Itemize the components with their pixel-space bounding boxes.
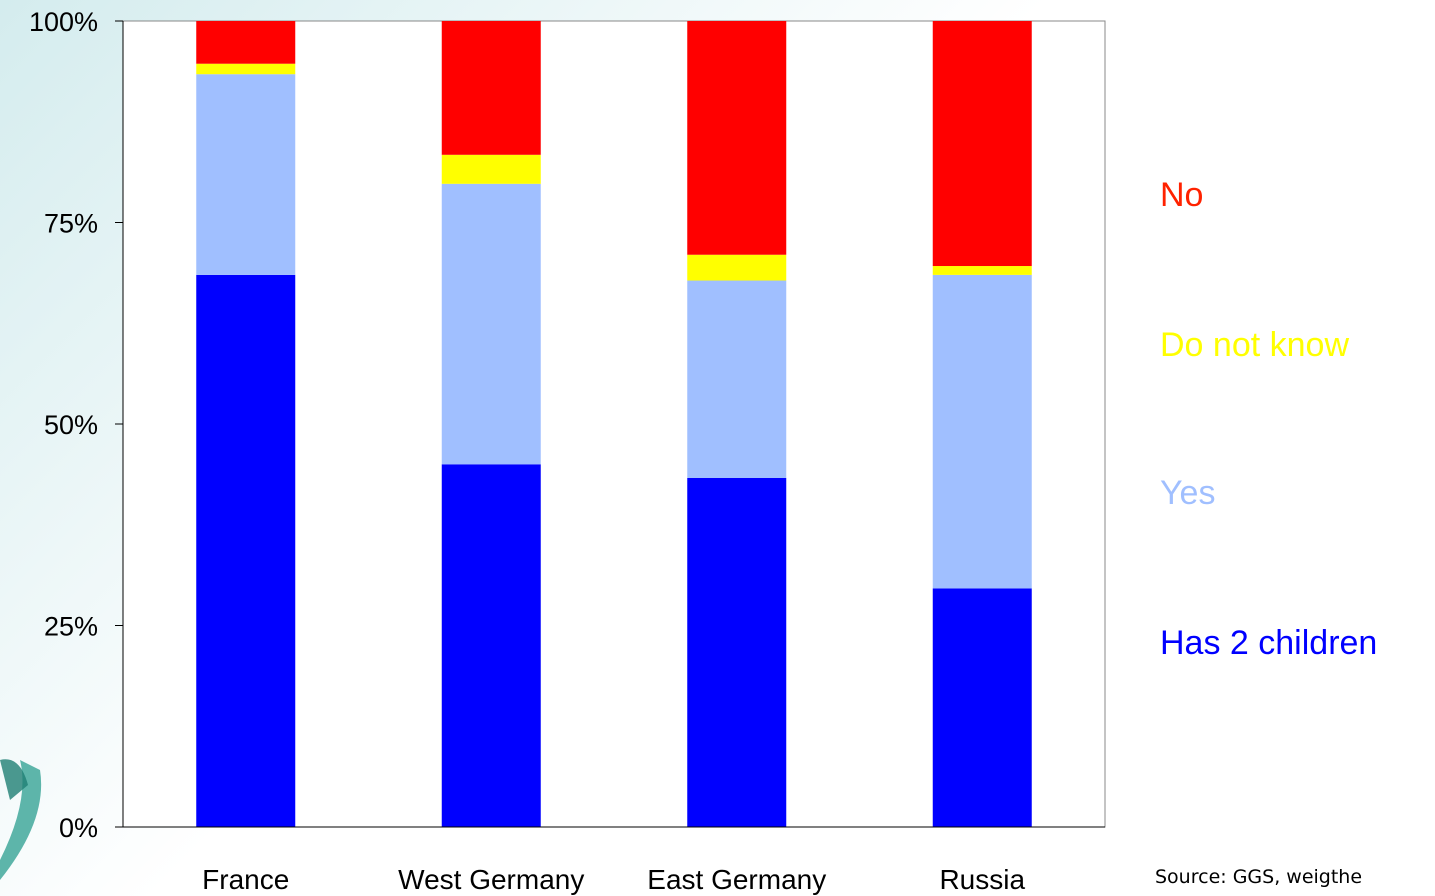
bar-segment-russia-has-2-children (932, 588, 1032, 827)
bar-segment-west-germany-has-2-children (441, 464, 541, 827)
legend-item-do-not-know: Do not know (1160, 326, 1349, 365)
source-note: Source: GGS, weigthe (1155, 866, 1363, 888)
legend-label-no: No (1160, 176, 1204, 214)
legend-item-yes: Yes (1160, 474, 1215, 513)
legend-label-has-2-children: Has 2 children (1160, 624, 1378, 662)
category-label: East Germany (647, 864, 826, 895)
category-label: France (202, 864, 289, 895)
logo-swoosh-shape (0, 760, 42, 880)
bar-segment-east-germany-yes (687, 280, 787, 479)
bar-segment-east-germany-do-not-know (687, 254, 787, 281)
legend-item-has-2-children: Has 2 children (1160, 624, 1377, 663)
logo-arc-shape (0, 759, 28, 800)
bar-segment-france-do-not-know (196, 63, 296, 75)
y-tick-label: 100% (29, 7, 98, 37)
category-label: West Germany (398, 864, 584, 895)
bar-segment-russia-yes (932, 274, 1032, 589)
bar-segment-west-germany-do-not-know (441, 154, 541, 184)
y-tick-label: 50% (44, 410, 98, 440)
legend-label-do-not-know: Do not know (1160, 326, 1349, 364)
y-tick-label: 75% (44, 209, 98, 239)
bars-group (196, 21, 1032, 827)
bar-segment-france-yes (196, 74, 296, 275)
bar-segment-france-no (196, 21, 296, 64)
bar-segment-east-germany-has-2-children (687, 478, 787, 827)
axes-group: France West Germany East Germany Russia 0% 25… (29, 7, 1105, 895)
bar-segment-east-germany-no (687, 21, 787, 255)
y-tick-label: 25% (44, 612, 98, 642)
legend-label-yes: Yes (1160, 474, 1216, 512)
bar-segment-west-germany-yes (441, 183, 541, 465)
bar-segment-west-germany-no (441, 21, 541, 155)
bar-segment-france-has-2-children (196, 274, 296, 827)
y-tick-label: 0% (59, 813, 98, 843)
bar-segment-russia-no (932, 21, 1032, 267)
category-label: Russia (939, 864, 1025, 895)
bar-segment-russia-do-not-know (932, 266, 1032, 275)
legend-item-no: No (1160, 176, 1203, 215)
